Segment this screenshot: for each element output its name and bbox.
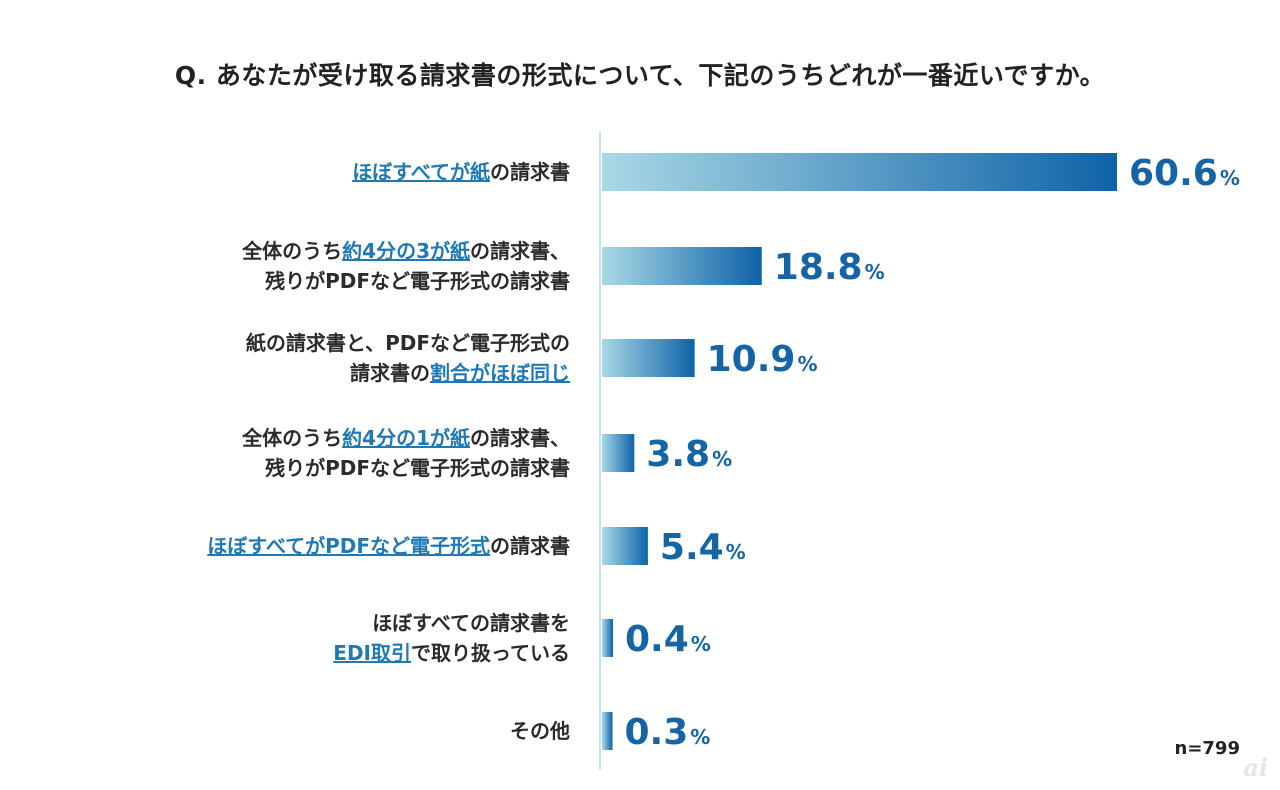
bar-3 [602,339,695,377]
ai-logo: ai [1243,753,1268,782]
value-labels: 60.6 % 18.8 % 10.9 % 3.8 % 5.4 % 0.4 % 0.3% [625,153,1240,753]
chart-title: Q. あなたが受け取る請求書の形式について、下記のうちどれが一番近いですか。 [174,61,1106,90]
category-label-5-line-1: ほぼすべてがPDFなど電子形式の請求書 [207,534,570,558]
bar-4 [602,434,635,472]
category-label-6-line-2: EDI取引で取り扱っている [333,641,570,665]
value-label-5: 5.4% [660,527,746,568]
value-label-4: 3.8% [646,434,732,475]
value-label-7: 0.3% [625,712,711,753]
sample-size-label: n=799 [1174,738,1240,759]
value-label-6: 0.4% [625,619,711,660]
category-label-2-line-2: 残りがPDFなど電子形式の請求書 [265,269,570,293]
value-label-2: 18.8% [774,247,885,288]
bars-layer [602,153,1117,750]
value-label-3: 10.9% [707,339,818,380]
category-label-6-line-1: ほぼすべての請求書を [372,611,570,635]
value-label-1: 60.6% [1129,153,1240,194]
category-labels: ほぼすべてが紙の請求書全体のうち約4分の3が紙の請求書、残りがPDFなど電子形式… [207,160,570,743]
category-label-7-line-1: その他 [510,719,570,743]
bar-2 [602,247,762,285]
bar-6 [602,619,613,657]
bar-1 [602,153,1117,191]
category-label-4-line-2: 残りがPDFなど電子形式の請求書 [265,456,570,480]
category-label-3-line-2: 請求書の割合がほぼ同じ [350,361,570,385]
category-label-2-line-1: 全体のうち約4分の3が紙の請求書、 [241,239,570,263]
category-label-1-line-1: ほぼすべてが紙の請求書 [352,160,570,184]
category-label-3-line-1: 紙の請求書と、PDFなど電子形式の [246,331,570,355]
category-label-4-line-1: 全体のうち約4分の1が紙の請求書、 [241,426,570,450]
bar-5 [602,527,648,565]
bar-7 [602,712,613,750]
